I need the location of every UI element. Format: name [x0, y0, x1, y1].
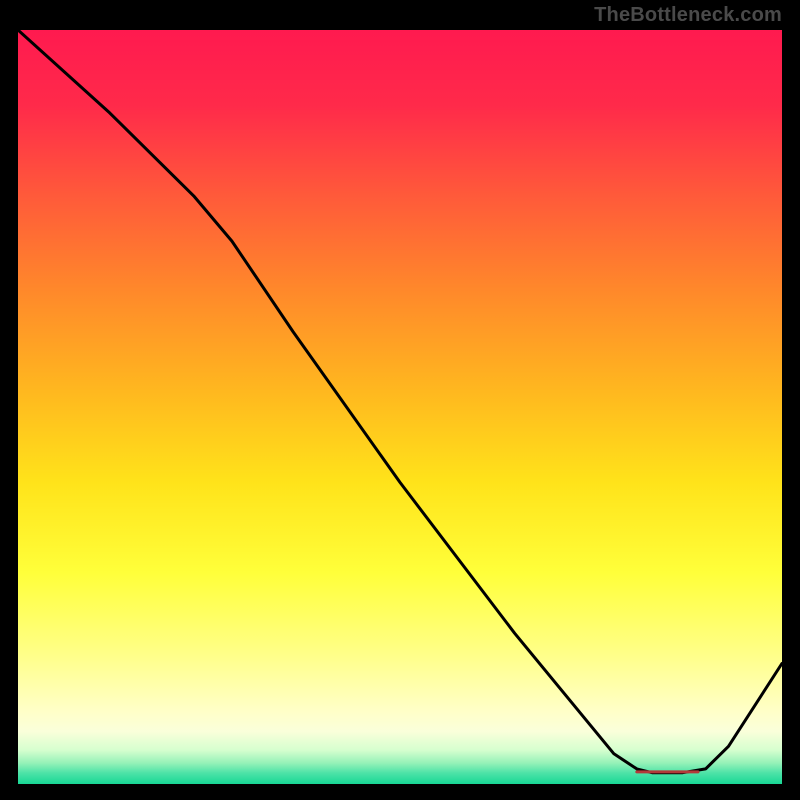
curve-path: [18, 30, 782, 773]
curve-line: [18, 30, 782, 784]
chart-plot-area: [18, 30, 782, 784]
watermark-text: TheBottleneck.com: [594, 4, 782, 27]
